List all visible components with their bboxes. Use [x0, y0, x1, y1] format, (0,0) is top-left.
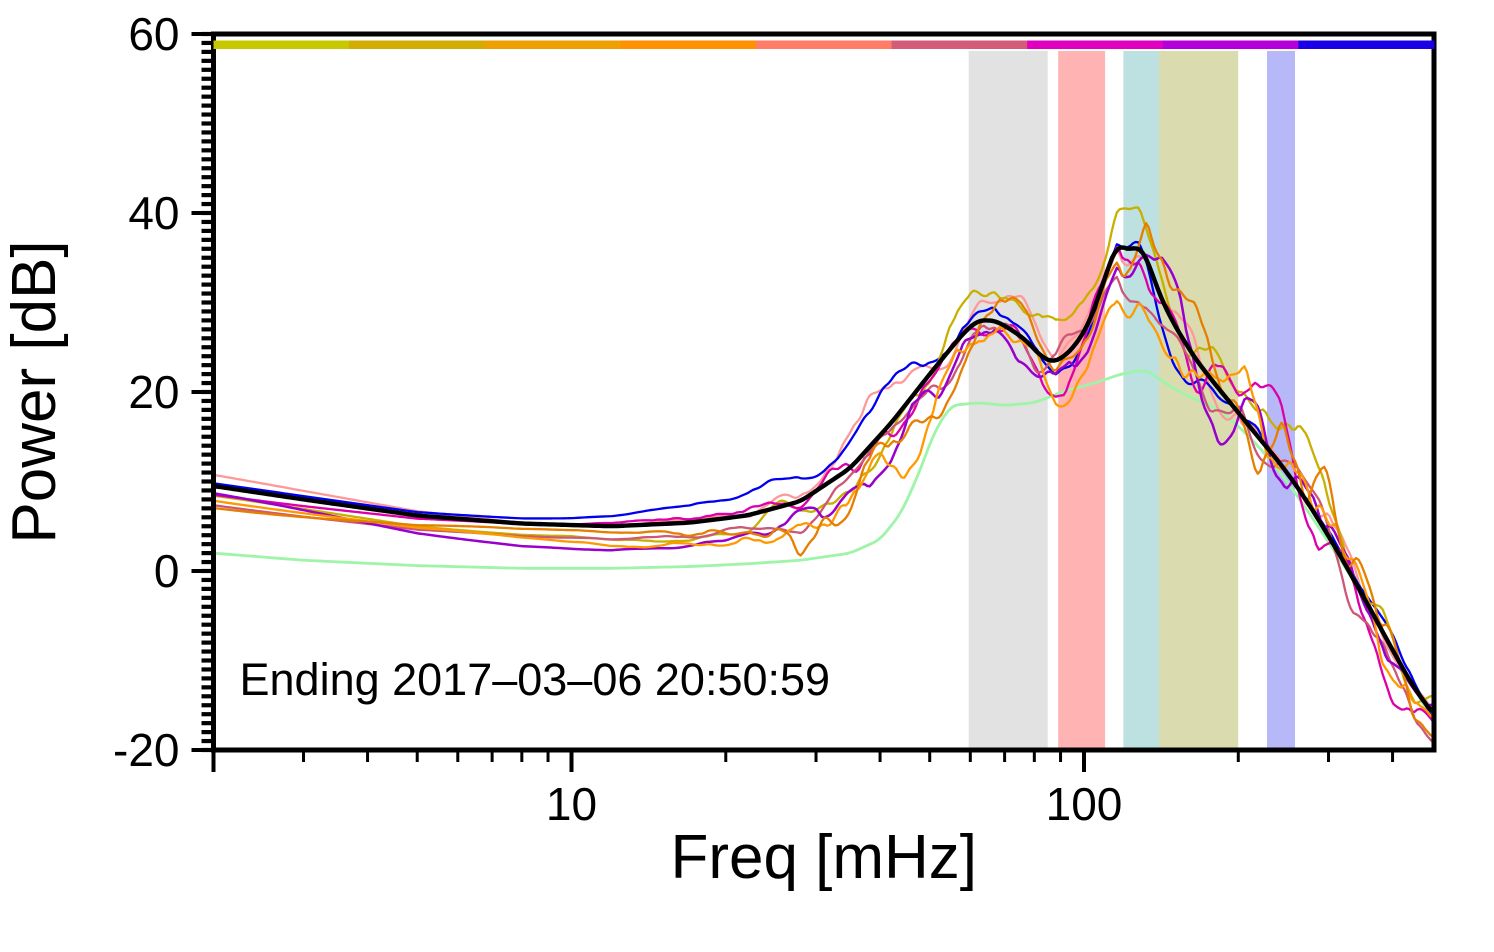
svg-text:20: 20 — [128, 366, 179, 418]
svg-text:Power [dB]: Power [dB] — [0, 240, 69, 543]
svg-text:0: 0 — [154, 545, 180, 597]
svg-text:10: 10 — [546, 778, 597, 830]
svg-text:Freq [mHz]: Freq [mHz] — [670, 823, 977, 892]
svg-text:-20: -20 — [113, 724, 179, 776]
svg-text:100: 100 — [1046, 778, 1123, 830]
svg-text:60: 60 — [128, 8, 179, 60]
svg-text:40: 40 — [128, 187, 179, 239]
svg-text:Ending 2017–03–06 20:50:59: Ending 2017–03–06 20:50:59 — [240, 654, 831, 705]
